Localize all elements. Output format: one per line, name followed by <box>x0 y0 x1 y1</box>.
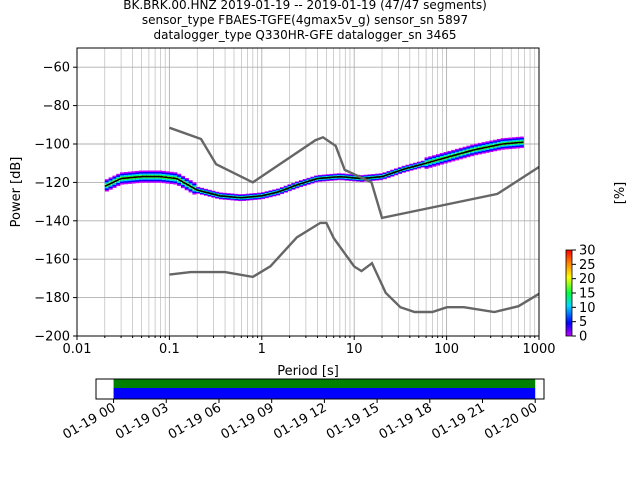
x-tick-label: 100 <box>434 342 459 357</box>
colorbar-tick-label: 20 <box>579 272 596 287</box>
data-availability-bar <box>113 379 536 399</box>
x-tick-label: 0.01 <box>63 342 92 357</box>
colorbar-label: [%] <box>613 182 628 205</box>
datalogger-info: datalogger_type Q330HR-GFE datalogger_sn… <box>153 28 457 42</box>
x-tick-label: 1000 <box>522 342 555 357</box>
availability-tick-label: 01-19 21 <box>429 400 487 442</box>
y-tick-label: −100 <box>34 138 70 153</box>
availability-frame <box>95 378 545 400</box>
y-tick-label: −200 <box>34 330 70 345</box>
colorbar-tick-label: 10 <box>579 301 596 316</box>
colorbar-tick-label: 5 <box>579 315 587 330</box>
availability-segment <box>113 379 536 388</box>
grid-lines <box>76 48 539 337</box>
availability-tick-label: 01-19 03 <box>113 400 171 442</box>
y-tick-label: −140 <box>34 214 70 229</box>
y-axis-label: Power [dB] <box>9 157 24 228</box>
high-noise-model-line <box>168 126 539 220</box>
availability-tick-label: 01-19 12 <box>271 400 329 442</box>
mean-psd-line <box>104 141 524 199</box>
noise-models <box>168 126 539 314</box>
y-tick-label: −160 <box>34 253 70 268</box>
x-ticks: 0.01 0.1 1 10 100 1000 <box>63 336 556 357</box>
x-tick-label: 0.1 <box>159 342 180 357</box>
colorbar-tick-label: 25 <box>579 258 596 273</box>
availability-tick-label: 01-20 00 <box>482 400 540 442</box>
ppsd-histogram <box>104 136 524 202</box>
x-axis-label: Period [s] <box>277 364 339 379</box>
x-tick-label: 1 <box>258 342 266 357</box>
colorbar-tick-label: 30 <box>579 244 596 259</box>
y-tick-label: −180 <box>34 291 70 306</box>
y-ticks: −200 −180 −160 −140 −120 −100 −80 −60 <box>34 61 77 345</box>
y-tick-label: −80 <box>43 99 70 114</box>
chart-title: BK.BRK.00.HNZ 2019-01-19 -- 2019-01-19 (… <box>123 0 487 12</box>
availability-tick-label: 01-19 18 <box>377 400 435 442</box>
availability-tick-label: 01-19 06 <box>166 400 224 442</box>
plot-frame <box>76 47 540 337</box>
colorbar <box>565 249 573 337</box>
y-tick-label: −60 <box>43 61 70 76</box>
colorbar-tick-label: 15 <box>579 287 596 302</box>
availability-tick-label: 01-19 00 <box>60 400 118 442</box>
availability-segment <box>113 388 536 399</box>
y-tick-label: −120 <box>34 176 70 191</box>
sensor-info: sensor_type FBAES-TGFE(4gmax5v_g) sensor… <box>141 13 469 27</box>
colorbar-tick-label: 0 <box>579 330 587 345</box>
availability-tick-label: 01-19 09 <box>219 400 277 442</box>
x-tick-label: 10 <box>346 342 363 357</box>
availability-tick-label: 01-19 15 <box>324 400 382 442</box>
low-noise-model-line <box>169 221 539 314</box>
